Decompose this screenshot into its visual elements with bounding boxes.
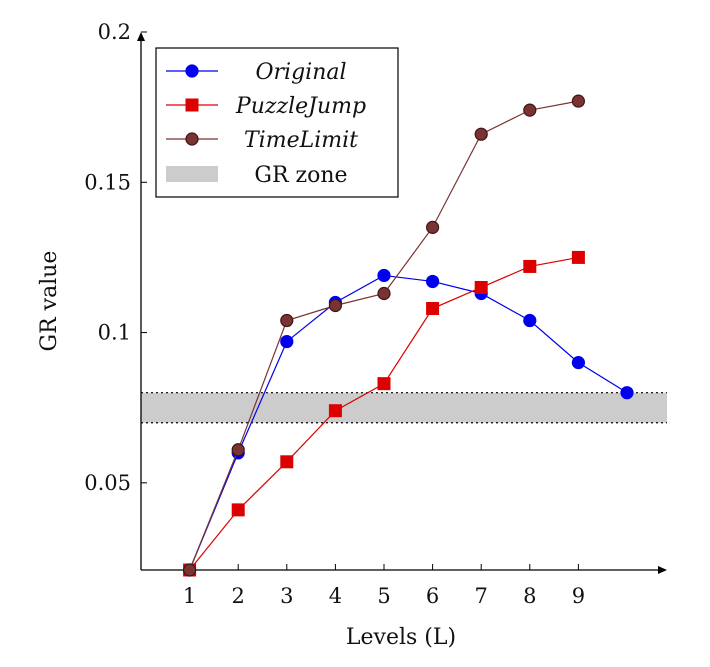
data-point-puzzlejump xyxy=(280,455,294,469)
legend-marker-original xyxy=(185,64,199,78)
data-point-puzzlejump xyxy=(426,302,440,316)
legend-swatch-gr-zone xyxy=(166,166,218,182)
y-tick-label: 0.05 xyxy=(84,471,131,495)
data-point-timelimit xyxy=(328,298,342,313)
y-axis-arrow xyxy=(137,32,145,41)
series-line-original xyxy=(189,274,628,571)
legend-label-original: Original xyxy=(255,60,346,85)
x-tick-label: 1 xyxy=(183,584,196,608)
data-point-original xyxy=(280,334,294,349)
legend-label-gr-zone: GR zone xyxy=(254,163,347,188)
data-point-timelimit xyxy=(474,127,488,141)
legend-label-timelimit: TimeLimit xyxy=(244,128,358,153)
gr-zone-band xyxy=(141,392,667,423)
data-point-timelimit xyxy=(426,220,440,234)
gr-zone-layer xyxy=(141,392,667,424)
series-timelimit xyxy=(183,94,586,577)
data-point-puzzlejump xyxy=(328,404,342,418)
data-point-puzzlejump xyxy=(231,503,245,517)
data-point-puzzlejump xyxy=(571,250,585,264)
y-tick-label: 0.15 xyxy=(84,170,131,194)
axes xyxy=(137,32,667,574)
y-tick-label: 0.2 xyxy=(98,20,131,44)
y-axis-label: GR value xyxy=(37,251,62,352)
x-tick-label: 5 xyxy=(377,584,390,608)
data-point-timelimit xyxy=(280,313,294,328)
x-tick-label: 8 xyxy=(523,584,536,608)
data-point-timelimit xyxy=(377,286,391,301)
legend-label-puzzlejump: PuzzleJump xyxy=(235,94,366,119)
x-tick-label: 2 xyxy=(232,584,245,608)
data-point-timelimit xyxy=(231,443,245,457)
data-point-puzzlejump xyxy=(377,377,391,391)
data-point-timelimit xyxy=(571,94,586,108)
data-point-timelimit xyxy=(183,563,197,577)
tick-labels: 1 2 3 4 5 6 7 8 9 0.05 0.1 0.15 0.2 xyxy=(84,20,585,608)
data-point-original xyxy=(571,356,586,370)
y-tick-label: 0.1 xyxy=(98,321,131,345)
data-point-puzzlejump xyxy=(474,280,488,294)
data-point-puzzlejump xyxy=(523,259,537,273)
x-tick-label: 7 xyxy=(475,584,488,608)
x-tick-label: 9 xyxy=(572,584,585,608)
data-point-original xyxy=(426,274,440,289)
data-point-original xyxy=(377,268,391,283)
data-point-original xyxy=(620,386,634,400)
x-tick-label: 6 xyxy=(426,584,439,608)
x-tick-label: 4 xyxy=(329,584,342,608)
data-point-original xyxy=(523,313,537,328)
legend-marker-puzzlejump xyxy=(185,98,199,112)
x-axis-label: Levels (L) xyxy=(346,625,456,650)
legend-marker-timelimit xyxy=(185,132,199,146)
axis-labels: Levels (L) GR value xyxy=(37,251,456,650)
legend: Original PuzzleJump TimeLimit GR zone xyxy=(155,47,399,198)
data-point-timelimit xyxy=(523,103,537,117)
x-axis-arrow xyxy=(658,566,667,574)
x-tick-label: 3 xyxy=(280,584,293,608)
series-layer xyxy=(183,94,634,577)
